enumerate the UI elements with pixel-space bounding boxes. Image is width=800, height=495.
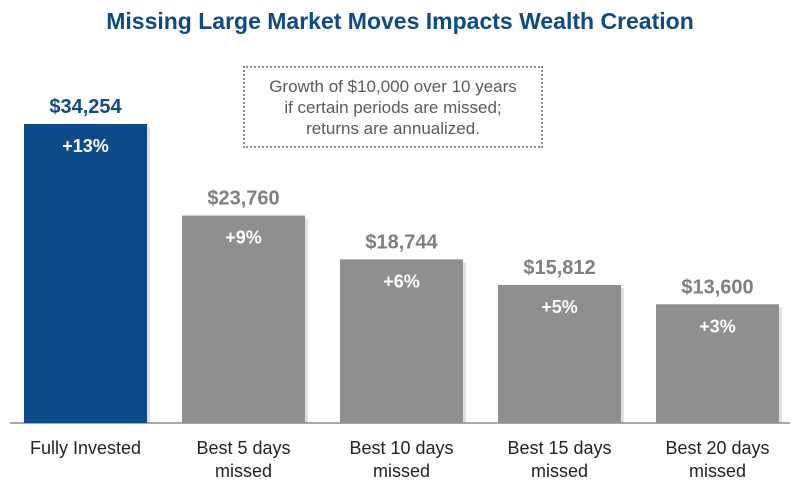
category-label-2-0: Best 10 days	[349, 438, 453, 458]
value-label-3: $15,812	[523, 257, 595, 279]
return-label-0: +13%	[62, 136, 109, 156]
bar-3	[498, 284, 621, 423]
category-label-1-0: Best 5 days	[196, 438, 290, 458]
category-label-0-0: Fully Invested	[30, 438, 141, 458]
bar-1	[182, 215, 305, 423]
return-label-1: +9%	[225, 228, 262, 248]
category-label-1-1: missed	[215, 461, 272, 481]
category-label-3-0: Best 15 days	[507, 438, 611, 458]
annotation-line-3: returns are annualized.	[306, 118, 480, 138]
value-label-4: $13,600	[681, 276, 753, 298]
value-label-0: $34,254	[49, 96, 122, 118]
bar-4	[656, 304, 779, 423]
annotation-line-1: Growth of $10,000 over 10 years	[269, 76, 517, 96]
return-label-3: +5%	[541, 297, 578, 317]
value-label-1: $23,760	[207, 188, 279, 210]
category-label-3-1: missed	[531, 461, 588, 481]
bar-2	[340, 259, 463, 423]
category-label-2-1: missed	[373, 461, 430, 481]
annotation-line-2: if certain periods are missed;	[284, 97, 502, 117]
category-label-4-0: Best 20 days	[665, 438, 769, 458]
return-label-2: +6%	[383, 271, 420, 291]
chart-title: Missing Large Market Moves Impacts Wealt…	[106, 8, 694, 34]
return-label-4: +3%	[699, 316, 736, 336]
category-label-4-1: missed	[689, 461, 746, 481]
bar-0	[24, 124, 147, 423]
value-label-2: $18,744	[365, 231, 438, 253]
chart-annotation: Growth of $10,000 over 10 years if certa…	[243, 66, 543, 148]
